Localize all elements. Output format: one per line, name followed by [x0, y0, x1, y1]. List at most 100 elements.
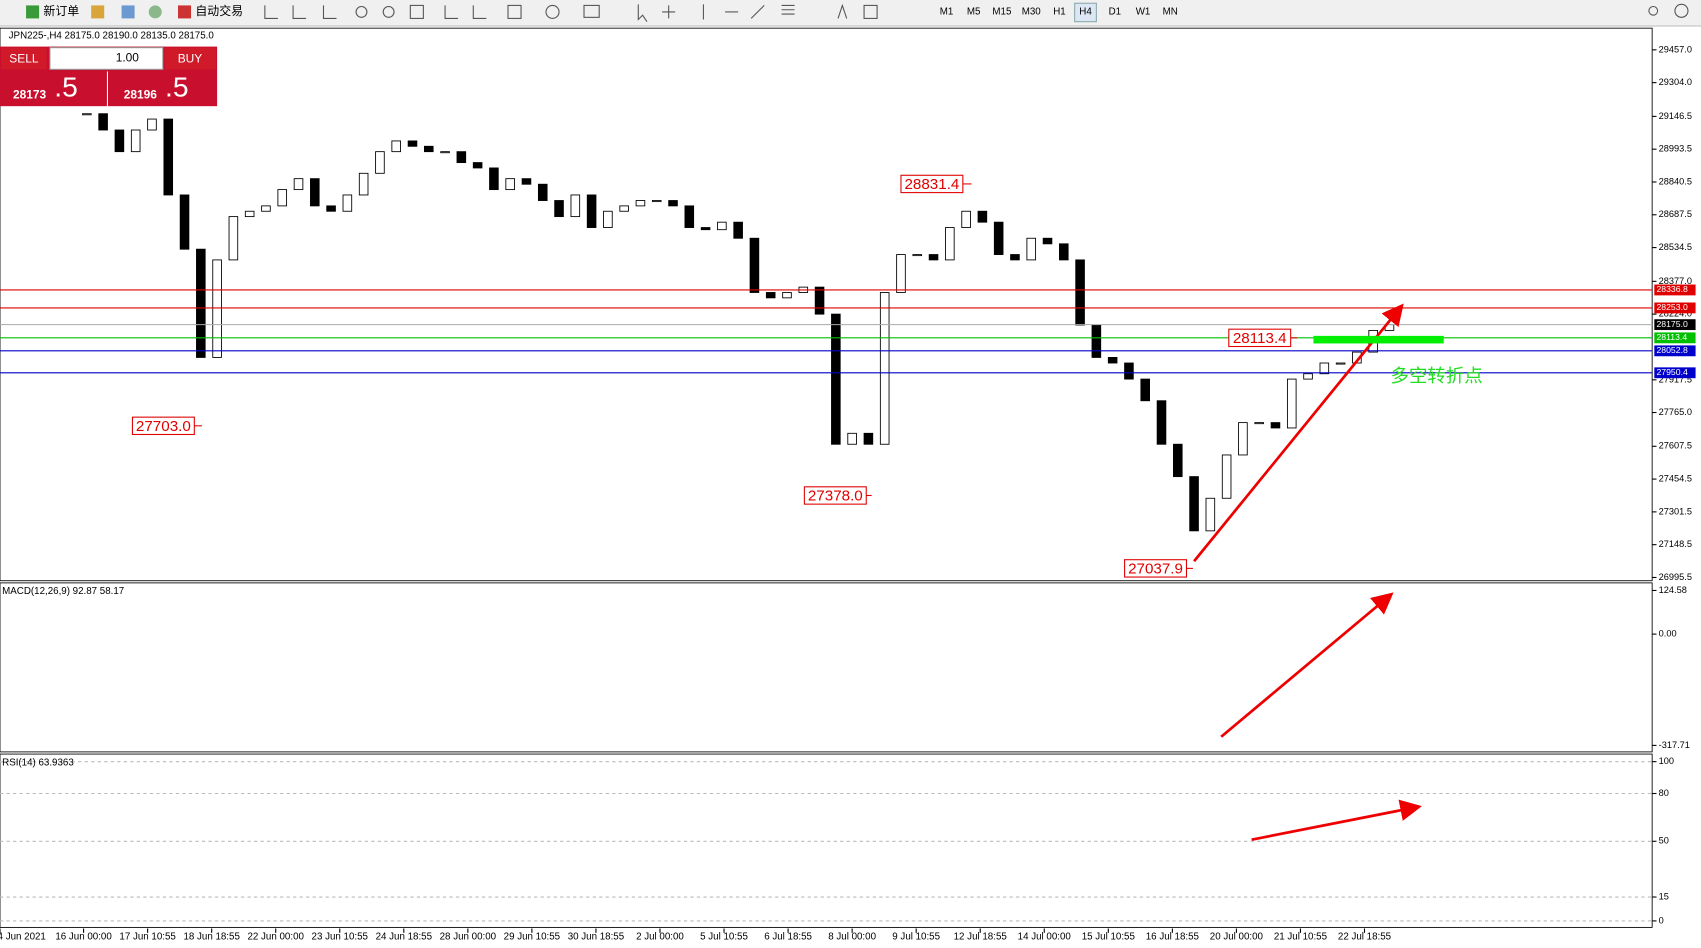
new-order-icon[interactable]	[26, 5, 40, 19]
candle	[945, 227, 955, 261]
timeframe[interactable]: H1	[1053, 7, 1065, 18]
candle	[603, 210, 613, 228]
candle	[456, 151, 467, 164]
trade-panel: SELL 1.00 BUY 28173 .5 28196 .5	[0, 46, 218, 107]
x-tick-label: 16 Jun 00:00	[55, 932, 112, 943]
x-tick-label: 9 Jul 10:55	[892, 932, 940, 943]
candle	[98, 113, 108, 131]
price-label: 28831.4	[904, 176, 959, 193]
candle	[1221, 454, 1232, 499]
icon[interactable]	[148, 5, 162, 19]
y-tick-label: 124.58	[1659, 585, 1687, 595]
buy-button[interactable]	[164, 47, 217, 70]
candle	[1107, 357, 1118, 364]
candle	[293, 178, 304, 191]
tool-icons[interactable]	[264, 3, 1689, 22]
x-tick-label: 21 Jul 10:55	[1274, 932, 1328, 943]
candle	[765, 292, 776, 299]
candle	[1059, 243, 1069, 261]
y-tick-label: 29146.5	[1659, 111, 1692, 121]
y-tick-label: 27765.0	[1659, 407, 1692, 417]
icon[interactable]	[121, 5, 135, 19]
candle	[782, 292, 792, 299]
candle	[1254, 422, 1264, 425]
sell-label[interactable]: SELL	[9, 52, 39, 66]
timeframe[interactable]: H4	[1079, 7, 1092, 18]
x-tick-label: 8 Jul 00:00	[828, 932, 876, 943]
x-tick-label: 5 Jul 10:55	[700, 932, 748, 943]
level-tag	[1654, 345, 1696, 357]
annotation: 多空转折点	[1391, 365, 1483, 386]
candle	[277, 189, 288, 207]
candle	[863, 432, 874, 445]
x-tick-label: 24 Jun 18:55	[376, 932, 433, 943]
lots-value[interactable]: 1.00	[116, 51, 140, 65]
y-tick-label: 29457.0	[1659, 44, 1692, 54]
candle	[326, 205, 336, 212]
level-tag	[1654, 367, 1696, 379]
y-tick-label: 28840.5	[1659, 176, 1692, 186]
candle	[1189, 476, 1199, 532]
price-label-box	[1124, 559, 1188, 578]
y-tick-label: 28534.5	[1659, 242, 1692, 252]
timeframe[interactable]: M15	[992, 7, 1012, 18]
macd-title: MACD(12,26,9) 92.87 58.17	[2, 586, 124, 597]
icon[interactable]	[91, 5, 105, 19]
candle	[424, 145, 434, 153]
level-tag	[1654, 284, 1696, 296]
x-tick-label: 14 Jul 00:00	[1018, 932, 1072, 943]
ask-main[interactable]: 28196	[124, 88, 158, 102]
candle	[961, 210, 971, 228]
y-tick-label: 27301.5	[1659, 506, 1692, 516]
lots-input[interactable]	[49, 47, 164, 70]
candle	[1075, 259, 1085, 326]
y-tick-label: 28377.0	[1659, 276, 1692, 286]
active-timeframe	[1074, 2, 1097, 23]
candle	[489, 167, 499, 191]
new-order[interactable]: 新订单	[43, 4, 79, 18]
candle	[228, 216, 239, 261]
timeframe[interactable]: MN	[1163, 7, 1178, 18]
level-tag	[1654, 319, 1696, 331]
price-label: 28113.4	[1233, 330, 1287, 347]
level-label: 28175.0	[1656, 319, 1688, 329]
timeframe[interactable]: D1	[1109, 7, 1121, 18]
candle	[375, 151, 385, 174]
candle	[651, 200, 662, 203]
bid-main[interactable]: 28173	[13, 88, 47, 102]
timeframe[interactable]: W1	[1136, 7, 1151, 18]
x-tick-label: 18 Jun 18:55	[183, 932, 240, 943]
y-tick-label: 29304.0	[1659, 77, 1692, 87]
price-label-box	[803, 486, 867, 505]
timeframe[interactable]: M1	[940, 7, 954, 18]
candle	[668, 200, 678, 207]
y-tick-label: 27148.5	[1659, 539, 1692, 549]
y-tick-label: 0.00	[1659, 629, 1677, 639]
y-tick-label: 50	[1659, 836, 1669, 846]
candle	[114, 129, 125, 153]
timeframe[interactable]: M5	[967, 7, 981, 18]
level-tag	[1654, 332, 1696, 344]
toolbar	[0, 0, 1701, 27]
level-label: 28253.0	[1656, 302, 1688, 312]
sell-button[interactable]	[1, 47, 47, 70]
candle	[1026, 237, 1037, 261]
buy-label[interactable]: BUY	[178, 52, 203, 66]
candle	[130, 129, 141, 153]
x-tick-label: 2 Jul 00:00	[636, 932, 684, 943]
timeframe[interactable]: M30	[1022, 7, 1042, 18]
candle	[1335, 362, 1346, 365]
x-tick-label: 29 Jun 10:55	[504, 932, 561, 943]
bid-frac[interactable]: .5	[54, 70, 78, 102]
y-tick-label: 27917.5	[1659, 374, 1692, 384]
level-label: 28113.4	[1656, 332, 1687, 342]
auto-trading-icon[interactable]	[178, 5, 192, 19]
candle	[1238, 422, 1248, 456]
ask-frac[interactable]: .5	[165, 70, 189, 102]
candle	[1270, 422, 1281, 429]
auto-trading[interactable]: 自动交易	[195, 4, 243, 18]
candle	[993, 221, 1004, 255]
price-label-box	[900, 174, 964, 194]
candle	[570, 194, 581, 218]
